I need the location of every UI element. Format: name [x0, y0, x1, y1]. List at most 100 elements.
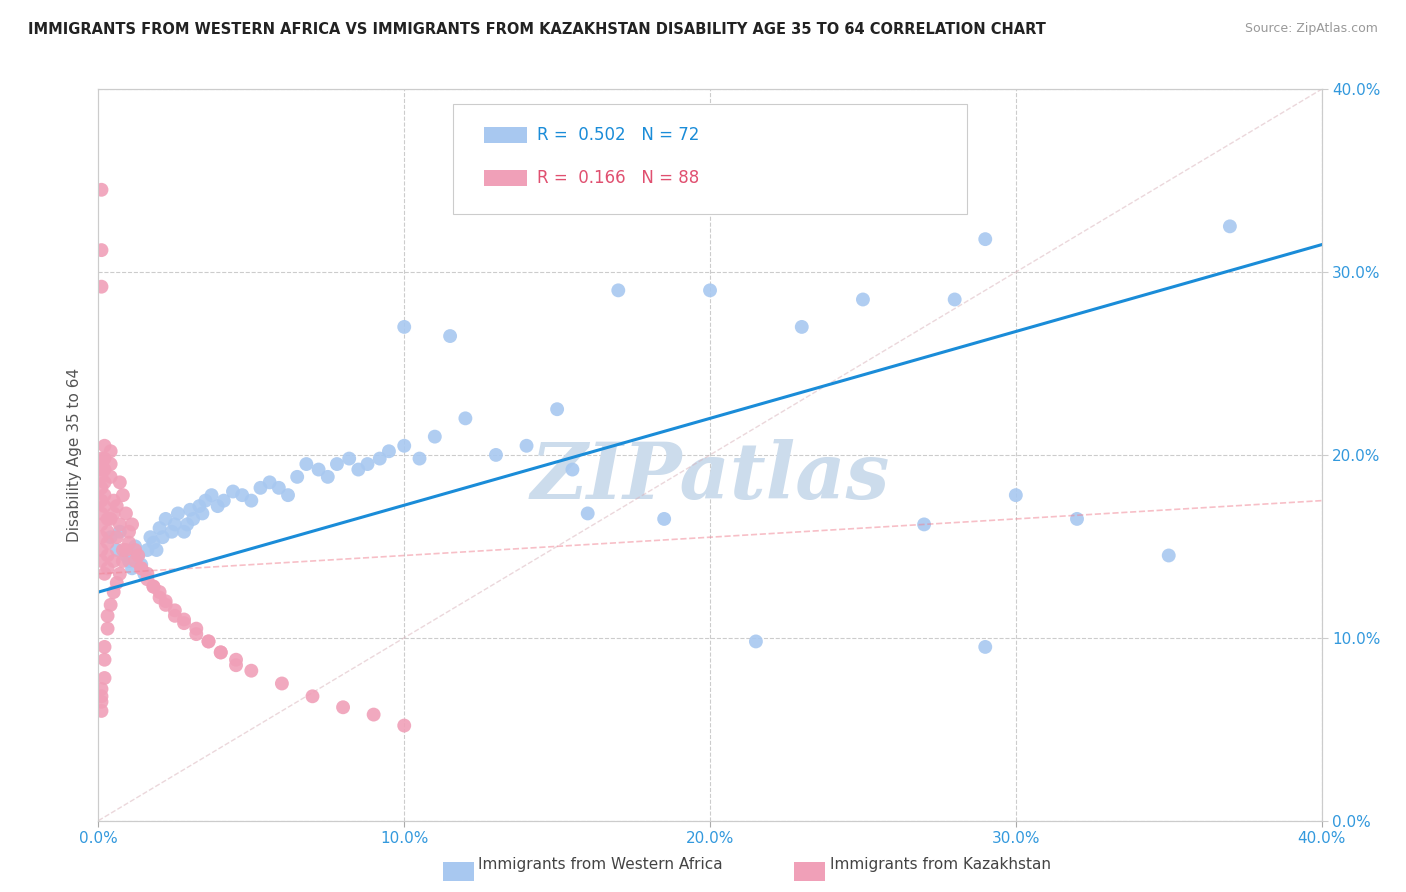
FancyBboxPatch shape [484, 128, 527, 144]
Text: Immigrants from Kazakhstan: Immigrants from Kazakhstan [830, 857, 1050, 872]
Point [167, 507, 190, 521]
Point [270, 676, 292, 690]
Point [222, 484, 245, 499]
Point [127, 549, 149, 563]
Point [149, 521, 172, 535]
Point [129, 558, 152, 572]
Point [100, 444, 122, 458]
Point [607, 284, 630, 298]
Point [301, 690, 323, 704]
Point [186, 622, 208, 636]
Point [155, 512, 177, 526]
Point [200, 488, 222, 502]
Point [974, 232, 997, 246]
Point [105, 576, 128, 591]
Point [368, 451, 391, 466]
Point [90, 507, 112, 521]
Point [90, 183, 112, 197]
Point [103, 493, 125, 508]
Point [209, 645, 232, 659]
Point [1157, 549, 1180, 563]
Point [111, 543, 134, 558]
Text: IMMIGRANTS FROM WESTERN AFRICA VS IMMIGRANTS FROM KAZAKHSTAN DISABILITY AGE 35 T: IMMIGRANTS FROM WESTERN AFRICA VS IMMIGR… [28, 22, 1046, 37]
Point [90, 681, 112, 696]
Point [326, 457, 349, 471]
Point [454, 411, 477, 425]
Point [392, 718, 416, 732]
FancyBboxPatch shape [484, 169, 527, 186]
Point [134, 566, 156, 581]
Point [943, 293, 966, 307]
Point [699, 284, 721, 298]
Point [197, 634, 219, 648]
Point [332, 700, 354, 714]
Point [90, 493, 112, 508]
FancyBboxPatch shape [453, 103, 967, 213]
Point [176, 517, 198, 532]
Point [225, 653, 247, 667]
Point [439, 329, 461, 343]
Text: Immigrants from Western Africa: Immigrants from Western Africa [478, 857, 723, 872]
Point [108, 475, 131, 490]
Point [97, 535, 120, 549]
Point [576, 507, 599, 521]
Point [149, 585, 172, 599]
Point [90, 530, 112, 544]
Point [249, 481, 271, 495]
Point [105, 543, 128, 558]
Point [356, 457, 378, 471]
Point [111, 488, 134, 502]
Point [124, 543, 146, 558]
Point [115, 549, 138, 563]
Point [392, 320, 416, 334]
Point [197, 634, 219, 648]
Point [136, 566, 159, 581]
Point [93, 499, 115, 513]
Point [212, 493, 235, 508]
Point [93, 671, 115, 685]
Point [194, 493, 217, 508]
Point [188, 499, 211, 513]
Point [111, 554, 134, 568]
Point [155, 594, 177, 608]
Point [308, 462, 330, 476]
Point [90, 279, 112, 293]
Point [337, 451, 360, 466]
Point [93, 462, 115, 476]
Point [105, 530, 128, 544]
Point [173, 524, 195, 539]
Point [93, 566, 115, 581]
Point [129, 561, 152, 575]
Point [93, 439, 115, 453]
Point [97, 549, 120, 563]
Point [93, 640, 115, 654]
Point [97, 622, 120, 636]
Point [173, 613, 195, 627]
Point [408, 451, 430, 466]
Point [103, 507, 125, 521]
Point [139, 530, 162, 544]
Point [173, 616, 195, 631]
Point [160, 524, 183, 539]
Point [124, 554, 146, 568]
Point [652, 512, 675, 526]
Point [105, 499, 128, 513]
Point [1219, 219, 1241, 234]
Point [378, 444, 401, 458]
Point [90, 543, 112, 558]
Point [93, 451, 115, 466]
Point [108, 524, 131, 539]
Point [1004, 488, 1026, 502]
Point [97, 524, 120, 539]
Point [974, 640, 997, 654]
Point [136, 543, 159, 558]
Point [231, 488, 253, 502]
Point [267, 481, 290, 495]
Point [97, 512, 120, 526]
Point [209, 645, 232, 659]
Point [546, 402, 568, 417]
Point [155, 598, 177, 612]
Point [363, 707, 385, 722]
Point [912, 517, 935, 532]
Point [115, 543, 138, 558]
